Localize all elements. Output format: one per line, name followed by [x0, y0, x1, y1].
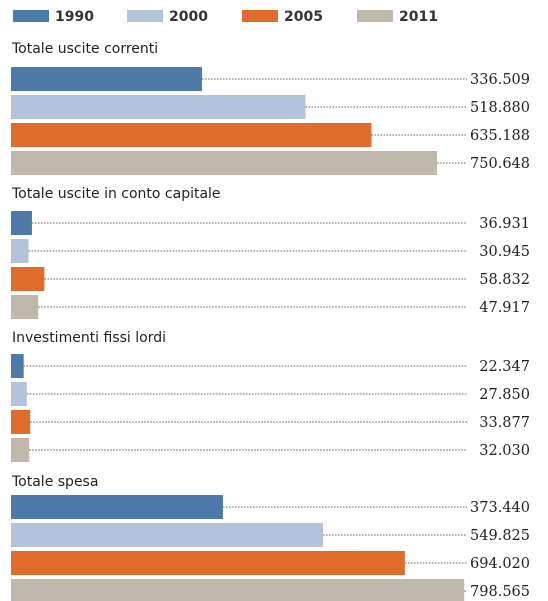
legend-label-2005: 2005 [284, 9, 323, 25]
value-label: 36.931 [479, 216, 530, 232]
value-label: 336.509 [470, 72, 530, 88]
bar-2011 [11, 579, 465, 601]
bar-2005 [11, 123, 372, 147]
legend-label-1990: 1990 [55, 9, 94, 25]
bar-2005 [11, 267, 45, 291]
bar-2011 [11, 151, 437, 175]
legend-label-2000: 2000 [169, 9, 208, 25]
bar-2000 [11, 382, 27, 406]
value-label: 33.877 [479, 415, 530, 431]
bar-2011 [11, 438, 30, 462]
bar-2000 [11, 95, 306, 119]
value-label: 30.945 [479, 244, 530, 260]
bar-2011 [11, 295, 39, 319]
legend-swatch-2000 [127, 10, 163, 22]
group-title: Totale spesa [11, 474, 98, 490]
group-title: Investimenti fissi lordi [12, 330, 166, 346]
bar-1990 [11, 211, 32, 235]
value-label: 47.917 [479, 300, 530, 316]
legend-label-2011: 2011 [399, 9, 438, 25]
legend: 1990 2000 2005 2011 [13, 9, 438, 25]
bar-1990 [11, 67, 202, 91]
bar-1990 [11, 495, 223, 519]
bar-2000 [11, 523, 324, 547]
value-label: 798.565 [470, 584, 530, 600]
bar-group: Totale uscite in conto capitale 36.931 30.… [11, 186, 530, 319]
value-label: 549.825 [470, 528, 530, 544]
bar-group: Totale spesa 373.440 549.825 694.020 798.565 [11, 474, 530, 601]
value-label: 694.020 [470, 556, 530, 572]
chart-groups: Totale uscite correnti 336.509 518.880 635.… [11, 41, 530, 601]
legend-swatch-2005 [242, 10, 278, 22]
value-label: 373.440 [470, 500, 530, 516]
group-title: Totale uscite correnti [11, 41, 158, 57]
bar-2000 [11, 239, 29, 263]
bar-2005 [11, 410, 31, 434]
legend-swatch-2011 [357, 10, 393, 22]
bar-1990 [11, 354, 24, 378]
value-label: 750.648 [470, 156, 530, 172]
value-label: 32.030 [479, 443, 530, 459]
value-label: 58.832 [479, 272, 530, 288]
bar-2005 [11, 551, 405, 575]
group-title: Totale uscite in conto capitale [11, 186, 221, 202]
bar-group: Investimenti fissi lordi 22.347 27.850 33.8… [11, 330, 530, 462]
value-label: 27.850 [479, 387, 530, 403]
bar-group: Totale uscite correnti 336.509 518.880 635.… [11, 41, 530, 175]
value-label: 22.347 [479, 359, 530, 375]
legend-swatch-1990 [13, 10, 49, 22]
value-label: 518.880 [470, 100, 530, 116]
value-label: 635.188 [470, 128, 530, 144]
